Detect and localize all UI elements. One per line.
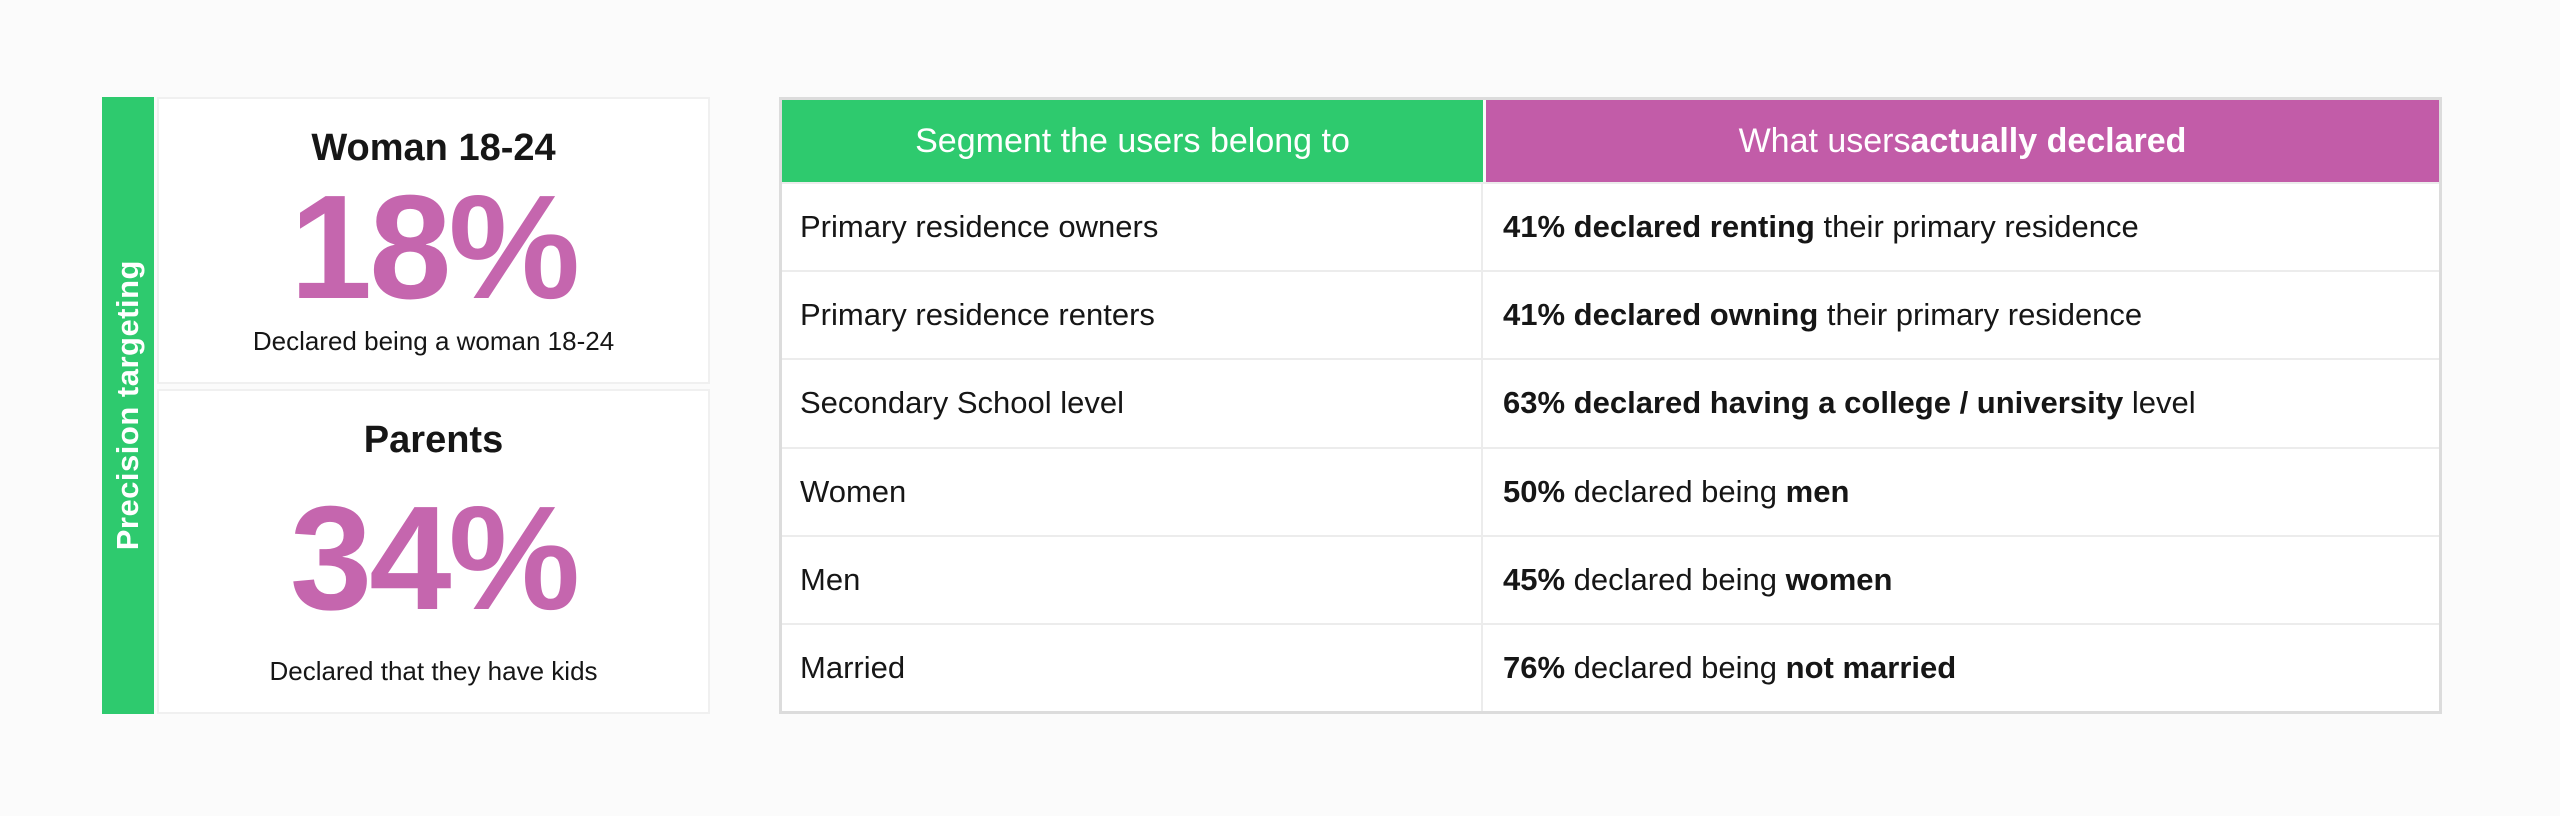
declared-cell: 41% declared owning their primary reside… — [1503, 297, 2143, 333]
stat-title: Woman 18-24 — [311, 127, 556, 169]
precision-targeting-band: Precision targeting — [102, 97, 154, 714]
table-row: Primary residence owners 41% declared re… — [782, 182, 2439, 271]
stat-cards: Woman 18-24 18% Declared being a woman 1… — [157, 97, 710, 714]
table-row: Primary residence renters 41% declared o… — [782, 270, 2439, 359]
segment-cell: Married — [782, 624, 1483, 712]
stat-card-woman-18-24: Woman 18-24 18% Declared being a woman 1… — [157, 97, 710, 384]
table-header-segment: Segment the users belong to — [782, 100, 1483, 182]
table-row: Secondary School level 63% declared havi… — [782, 358, 2439, 447]
segment-cell: Women — [782, 448, 1483, 535]
precision-targeting-label: Precision targeting — [110, 260, 145, 551]
segment-cell: Primary residence owners — [782, 184, 1483, 271]
stat-value: 18% — [289, 164, 580, 330]
comparison-table: Segment the users belong to What users a… — [779, 97, 2442, 714]
table-row: Married 76% declared being not married — [782, 622, 2439, 712]
declared-cell: 50% declared being men — [1503, 473, 1850, 509]
stat-caption: Declared that they have kids — [269, 655, 598, 686]
stat-value: 34% — [289, 475, 580, 641]
precision-targeting-panel: Precision targeting Woman 18-24 18% Decl… — [102, 97, 710, 714]
table-row: Women 50% declared being men — [782, 446, 2439, 535]
stat-caption: Declared being a woman 18-24 — [252, 325, 615, 356]
segment-cell: Men — [782, 536, 1483, 623]
declared-cell: 41% declared renting their primary resid… — [1503, 209, 2139, 245]
table-row: Men 45% declared being women — [782, 534, 2439, 623]
stat-title: Parents — [363, 419, 504, 461]
declared-cell: 63% declared having a college / universi… — [1503, 385, 2196, 421]
table-header-declared: What users actually declared — [1483, 100, 2439, 182]
declared-cell: 45% declared being women — [1503, 561, 1893, 597]
stat-card-parents: Parents 34% Declared that they have kids — [157, 389, 710, 714]
declared-cell: 76% declared being not married — [1503, 649, 1957, 685]
segment-cell: Secondary School level — [782, 360, 1483, 447]
table-header-row: Segment the users belong to What users a… — [782, 100, 2439, 182]
segment-cell: Primary residence renters — [782, 272, 1483, 359]
